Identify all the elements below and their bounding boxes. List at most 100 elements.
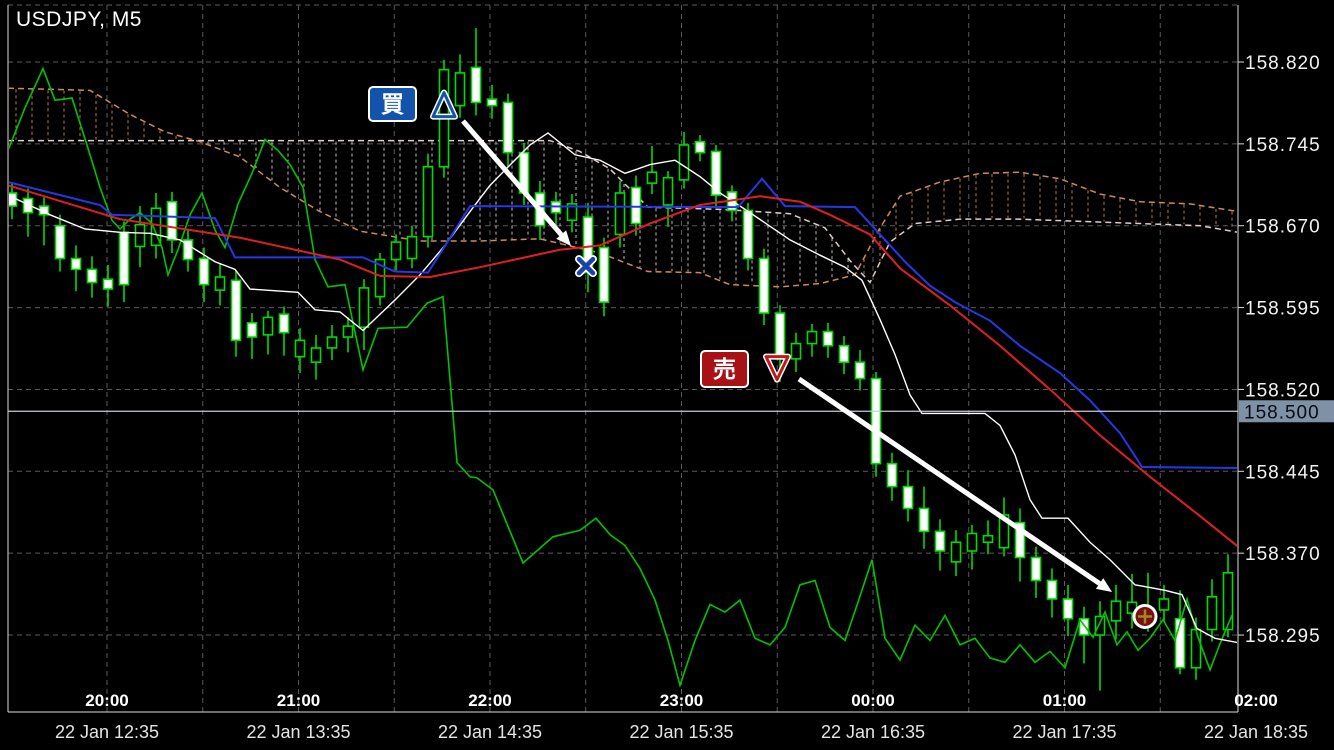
candle	[278, 313, 290, 334]
candle	[1158, 598, 1170, 611]
candle	[166, 200, 178, 241]
plot-border	[7, 5, 1244, 713]
candle	[838, 344, 850, 363]
candle	[886, 462, 898, 488]
candle	[406, 235, 418, 260]
date-label: 22 Jan 13:35	[246, 722, 350, 742]
candle	[902, 485, 914, 510]
candle	[422, 165, 434, 238]
candle	[214, 276, 226, 291]
candle	[918, 507, 930, 533]
candle	[134, 223, 146, 248]
candle	[198, 257, 210, 286]
candle	[390, 241, 402, 261]
hour-label: 00:00	[851, 691, 894, 710]
trade-annotations[interactable]	[430, 89, 1158, 629]
date-label: 22 Jan 18:35	[1204, 722, 1308, 742]
candle	[1014, 521, 1026, 559]
candle	[694, 140, 706, 154]
date-label: 22 Jan 16:35	[821, 722, 925, 742]
candles	[9, 28, 1234, 691]
candle	[374, 258, 386, 298]
price-tick-label: 158.370	[1245, 544, 1321, 565]
candle	[182, 239, 194, 261]
date-label: 22 Jan 15:35	[629, 722, 733, 742]
candle	[662, 176, 674, 206]
candle	[998, 514, 1010, 549]
price-tick-label: 158.595	[1245, 299, 1321, 320]
date-label: 22 Jan 17:35	[1012, 722, 1116, 742]
hour-label: 23:00	[660, 691, 703, 710]
hour-label: 20:00	[85, 691, 128, 710]
candle	[790, 342, 802, 360]
candle	[246, 322, 258, 338]
price-tick-label: 158.295	[1245, 626, 1321, 647]
trend-arrow	[461, 119, 564, 237]
current-price-value: 158.500	[1244, 402, 1320, 423]
candle	[22, 197, 34, 214]
candle	[710, 150, 722, 196]
candle	[86, 268, 98, 284]
candle	[230, 279, 242, 342]
trend-arrow-head	[556, 230, 571, 246]
price-tick-label: 158.745	[1245, 135, 1321, 156]
candle	[1046, 579, 1058, 600]
candle	[934, 530, 946, 552]
candle	[806, 330, 818, 345]
time-axis-labels: 20:00 21:00 22:00 23:00 00:00 01:00 02:00 22 Ja…	[55, 691, 1308, 742]
candle	[614, 192, 626, 236]
price-tick-label: 158.820	[1245, 53, 1321, 74]
candle	[54, 224, 66, 260]
candle	[950, 541, 962, 563]
current-price-tag	[1239, 400, 1334, 423]
candle	[1030, 556, 1042, 582]
candle	[758, 257, 770, 314]
candle	[150, 207, 162, 247]
sell-badge[interactable]: 売	[700, 350, 749, 388]
price-tick-label: 158.520	[1245, 380, 1321, 401]
chart-symbol-title: USDJPY, M5	[16, 8, 142, 31]
price-tick-label: 158.670	[1245, 217, 1321, 238]
candle	[294, 339, 306, 358]
candle	[742, 209, 754, 260]
trend-arrow	[797, 376, 1102, 586]
candle	[1222, 572, 1234, 631]
current-price-line: 158.500	[8, 400, 1334, 423]
candle	[1190, 628, 1202, 669]
candle	[822, 330, 834, 347]
candle	[118, 231, 130, 286]
candle	[358, 287, 370, 329]
hour-label: 02:00	[1234, 691, 1277, 710]
candle	[1206, 596, 1218, 631]
candle	[1078, 617, 1090, 636]
price-tick-label: 158.445	[1245, 462, 1321, 483]
candle	[502, 101, 514, 154]
candle	[774, 312, 786, 360]
candle	[262, 316, 274, 336]
candle	[102, 278, 114, 290]
candle	[630, 186, 642, 225]
hour-label: 21:00	[277, 691, 320, 710]
hour-label: 01:00	[1043, 691, 1086, 710]
candle	[566, 203, 578, 222]
candle	[454, 72, 466, 107]
candle	[966, 532, 978, 552]
hour-label: 22:00	[468, 691, 511, 710]
price-axis-labels: 158.820 158.745 158.670 158.595 158.520 158.4…	[1245, 53, 1321, 647]
trend-arrow-head	[1095, 578, 1112, 592]
candle	[678, 144, 690, 181]
candle	[70, 257, 82, 271]
candle	[870, 377, 882, 465]
candle	[982, 534, 994, 544]
candle	[1062, 598, 1074, 620]
candle	[646, 171, 658, 184]
candle	[854, 361, 866, 380]
buy-badge[interactable]: 買	[368, 86, 417, 122]
candle	[1110, 600, 1122, 622]
candle	[486, 98, 498, 107]
candle	[9, 192, 18, 207]
date-label: 22 Jan 14:35	[438, 722, 542, 742]
candle	[310, 347, 322, 363]
